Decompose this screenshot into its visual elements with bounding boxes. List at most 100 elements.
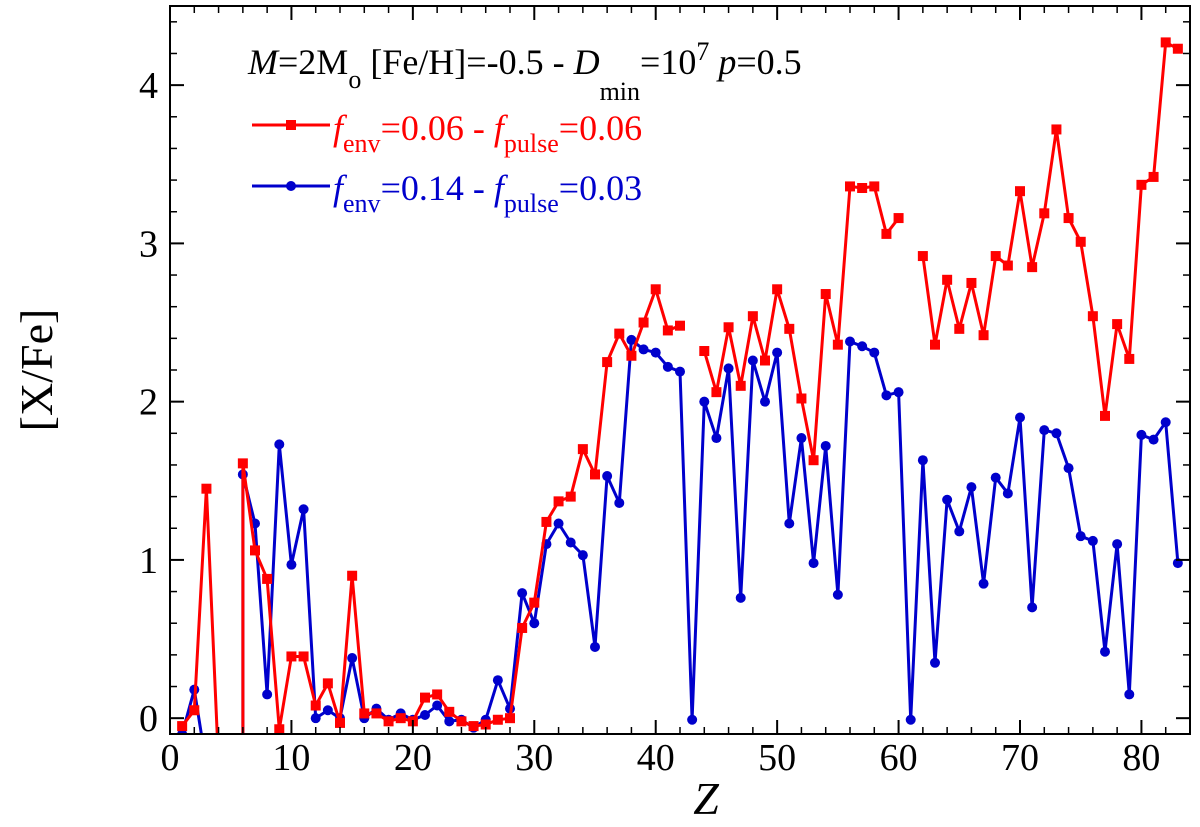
data-point-red — [577, 444, 588, 455]
data-point-blue — [711, 433, 722, 444]
data-point-red — [942, 274, 953, 285]
data-point-blue — [760, 396, 770, 407]
data-point-red — [505, 713, 515, 724]
data-point-red — [250, 545, 260, 556]
legend-blue-v2: =0.03 — [559, 168, 642, 208]
data-point-red — [1015, 186, 1025, 197]
y-tick-label: 0 — [139, 698, 158, 740]
series-line-red — [241, 287, 681, 734]
data-point-blue — [529, 618, 540, 629]
data-point-red — [845, 181, 855, 192]
data-point-red — [602, 357, 613, 368]
data-point-blue — [772, 347, 783, 358]
data-point-blue — [432, 700, 443, 711]
legend-item-blue: fenv=0.14 - fpulse=0.03 — [252, 168, 642, 218]
data-point-blue — [565, 537, 576, 548]
data-point-blue — [954, 526, 965, 537]
x-tick-label: 10 — [272, 737, 310, 779]
data-point-blue — [1051, 428, 1062, 439]
data-point-blue — [845, 336, 855, 347]
data-point-red — [675, 320, 685, 331]
data-point-blue — [298, 504, 309, 515]
x-tick-label: 70 — [1001, 737, 1039, 779]
data-point-blue — [1027, 602, 1038, 613]
data-point-red — [990, 251, 1001, 262]
title-d-symbol: D — [573, 42, 600, 82]
title-m-sub: o — [348, 65, 361, 94]
data-point-red — [893, 213, 904, 224]
data-point-red — [772, 284, 783, 295]
data-point-red — [529, 597, 540, 608]
x-tick-label: 30 — [515, 737, 553, 779]
data-point-blue — [286, 559, 297, 570]
data-point-blue — [905, 714, 916, 725]
data-point-blue — [1160, 417, 1171, 428]
data-point-red — [662, 325, 673, 336]
data-point-red — [420, 692, 430, 703]
data-point-blue — [723, 363, 734, 374]
data-point-red — [1075, 236, 1086, 247]
title-p-value: =0.5 — [736, 42, 801, 82]
data-point-blue — [857, 341, 868, 352]
data-point-blue — [602, 471, 613, 482]
data-point-red — [189, 705, 200, 716]
data-point-red — [553, 496, 564, 507]
data-point-red — [286, 651, 297, 662]
legend-blue-f1-sub: env — [343, 189, 381, 218]
data-point-red — [638, 317, 649, 328]
data-point-blue — [796, 433, 807, 444]
data-point-red — [541, 516, 552, 527]
data-point-blue — [517, 588, 528, 599]
data-point-blue — [1015, 412, 1025, 423]
data-point-red — [1148, 171, 1159, 182]
data-point-red — [1172, 43, 1183, 54]
data-point-red — [1112, 319, 1123, 330]
data-point-blue — [978, 578, 989, 589]
data-point-blue — [1087, 535, 1098, 546]
x-axis-label: Z — [693, 773, 719, 824]
data-point-blue — [687, 714, 698, 725]
legend: fenv=0.06 - fpulse=0.06 fenv=0.14 - fpul… — [252, 108, 642, 218]
x-tick-label: 20 — [394, 737, 432, 779]
data-point-red — [274, 724, 285, 734]
data-point-red — [371, 708, 382, 719]
data-point-blue — [638, 344, 649, 355]
data-point-red — [650, 284, 661, 295]
data-point-blue — [274, 439, 285, 450]
data-point-red — [857, 183, 868, 193]
data-point-red — [711, 387, 722, 398]
data-point-red — [917, 251, 928, 262]
legend-item-red: fenv=0.06 - fpulse=0.06 — [252, 108, 642, 158]
data-point-red — [590, 469, 600, 480]
data-point-blue — [347, 653, 358, 664]
data-point-blue — [1075, 531, 1086, 542]
data-point-blue — [675, 366, 685, 377]
data-point-red — [492, 714, 503, 725]
data-point-red — [1160, 37, 1171, 48]
legend-marker-blue — [286, 181, 296, 191]
title-feh: [Fe/H]=-0.5 - — [361, 42, 573, 82]
data-point-blue — [917, 455, 928, 466]
data-point-red — [1027, 262, 1038, 273]
data-point-red — [310, 700, 321, 711]
data-point-red — [869, 181, 880, 192]
data-point-red — [735, 380, 746, 391]
data-point-red — [480, 719, 491, 730]
y-tick-label: 1 — [139, 540, 158, 582]
title-d-value: =10 — [640, 42, 696, 82]
data-point-red — [626, 350, 637, 361]
data-point-blue — [444, 716, 455, 727]
data-point-red — [966, 277, 977, 288]
data-point-blue — [820, 440, 831, 451]
data-point-blue — [577, 550, 588, 561]
data-point-blue — [1063, 463, 1074, 474]
data-point-red — [978, 330, 989, 341]
data-point-red — [298, 651, 309, 662]
legend-blue-f2-sub: pulse — [504, 189, 559, 218]
data-point-red — [760, 355, 770, 366]
title-d-sup: 7 — [696, 37, 709, 66]
data-point-blue — [590, 641, 600, 652]
data-point-red — [262, 573, 273, 584]
data-point-red — [1136, 179, 1147, 190]
